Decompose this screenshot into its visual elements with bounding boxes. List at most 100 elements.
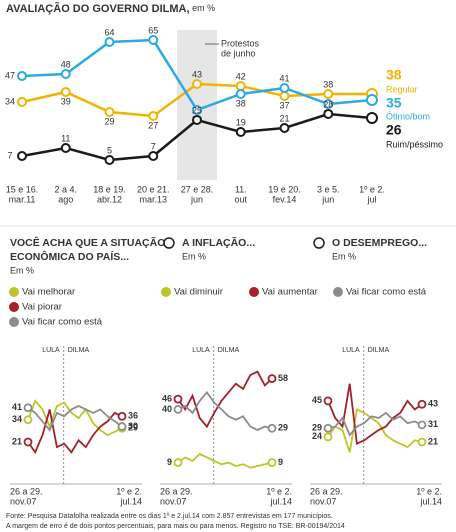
data-label: 43	[428, 399, 438, 409]
x-tick-label: out	[234, 194, 247, 204]
data-point	[323, 109, 334, 119]
data-point	[17, 97, 27, 107]
data-point	[104, 107, 115, 117]
panel-title: A INFLAÇÃO...	[182, 236, 255, 249]
data-label: 46	[162, 394, 172, 404]
end-point	[417, 420, 427, 430]
x-tick-label: 26 a 29.	[160, 486, 193, 496]
series-line	[177, 390, 273, 431]
title: AVALIAÇÃO DO GOVERNO DILMA,	[6, 2, 190, 15]
data-point	[148, 111, 159, 121]
panel-subtitle: Em %	[332, 251, 356, 261]
end-value-label: 35	[386, 95, 402, 111]
x-tick-label: jul.14	[119, 496, 142, 506]
legend-label: Vai diminuir	[174, 287, 223, 298]
data-point	[148, 151, 159, 161]
data-label: 43	[192, 69, 202, 79]
panel-title: O DESEMPREGO...	[332, 237, 427, 249]
data-point	[192, 105, 202, 115]
panel-subtitle: Em %	[10, 265, 34, 275]
era-label: DILMA	[68, 347, 90, 354]
data-point	[192, 79, 202, 89]
data-label: 21	[12, 436, 22, 446]
x-tick-label: 18 e 19.	[93, 184, 126, 194]
x-tick-label: 19 e 20.	[268, 184, 301, 194]
series-line	[27, 399, 123, 437]
data-label: 39	[61, 96, 71, 106]
data-label: 37	[279, 100, 289, 110]
x-tick-label: 15 e 16.	[6, 184, 39, 194]
end-point	[417, 399, 427, 409]
x-tick-label: 11.	[235, 184, 247, 194]
annotation: de junho	[221, 48, 256, 58]
x-tick-label: mar.11	[9, 194, 36, 204]
legend-marker	[9, 317, 19, 327]
legend-label: Regular	[386, 84, 418, 94]
end-point	[323, 396, 333, 406]
x-tick-label: 26 a 29.	[310, 486, 343, 496]
legend-label: Ruim/péssimo	[386, 139, 443, 149]
end-point	[267, 374, 277, 383]
panel-title: ECONÔMICA DO PAÍS...	[10, 250, 129, 263]
legend-marker	[9, 302, 19, 312]
end-point	[417, 437, 427, 447]
era-label: LULA	[342, 347, 360, 354]
legend-label: Vai piorar	[22, 302, 62, 313]
data-label: 40	[162, 404, 172, 414]
legend-marker	[161, 287, 171, 297]
data-point	[17, 151, 27, 161]
data-point	[279, 123, 290, 133]
x-tick-label: jul.14	[269, 496, 292, 506]
data-label: 31	[428, 419, 438, 429]
x-tick-label: 1º e 2.	[116, 486, 142, 496]
x-tick-label: 2 a 4.	[54, 184, 77, 194]
end-value-label: 38	[386, 67, 402, 83]
panel-title: VOCÊ ACHA QUE A SITUAÇÃO	[10, 236, 165, 249]
legend-marker	[9, 287, 19, 297]
x-tick-label: 1º e 2.	[416, 486, 442, 496]
data-point	[60, 69, 71, 79]
data-label: 7	[7, 150, 12, 160]
x-tick-label: 20 e 21.	[137, 184, 170, 194]
series-line	[177, 370, 273, 429]
data-point	[323, 99, 334, 109]
data-label: 47	[5, 70, 15, 80]
end-point	[323, 423, 333, 433]
end-point	[23, 403, 33, 413]
data-label: 64	[104, 27, 114, 37]
end-value-label: 26	[386, 122, 402, 138]
x-tick-label: 1º e 2.	[359, 184, 385, 194]
data-point	[323, 89, 334, 99]
data-label: 29	[312, 423, 322, 433]
series-line	[177, 452, 273, 469]
data-point	[235, 127, 246, 137]
data-label: 58	[278, 373, 288, 383]
series-line	[327, 411, 423, 437]
data-label: 38	[236, 98, 246, 108]
x-tick-label: 1º e 2.	[266, 486, 292, 496]
era-label: LULA	[192, 347, 210, 354]
series-line	[27, 405, 123, 432]
data-label: 5	[107, 145, 112, 155]
series-line	[327, 408, 423, 453]
x-tick-label: mar.13	[139, 194, 167, 204]
series-line	[27, 409, 123, 455]
data-label: 29	[128, 423, 138, 433]
icon	[313, 237, 325, 249]
x-tick-label: jun	[190, 194, 203, 204]
data-point	[192, 115, 202, 125]
end-point	[267, 458, 277, 467]
data-label: 9	[167, 457, 172, 467]
data-label: 30	[128, 421, 138, 431]
data-point	[60, 143, 71, 153]
data-label: 21	[279, 113, 289, 123]
data-point	[235, 81, 246, 91]
end-point	[173, 405, 183, 414]
data-label: 29	[278, 423, 288, 433]
x-tick-label: nov.07	[160, 496, 186, 506]
data-label: 25	[192, 105, 202, 115]
x-tick-label: nov.07	[10, 496, 36, 506]
end-point	[173, 458, 183, 467]
data-label: 36	[128, 411, 138, 421]
icon	[163, 237, 175, 249]
